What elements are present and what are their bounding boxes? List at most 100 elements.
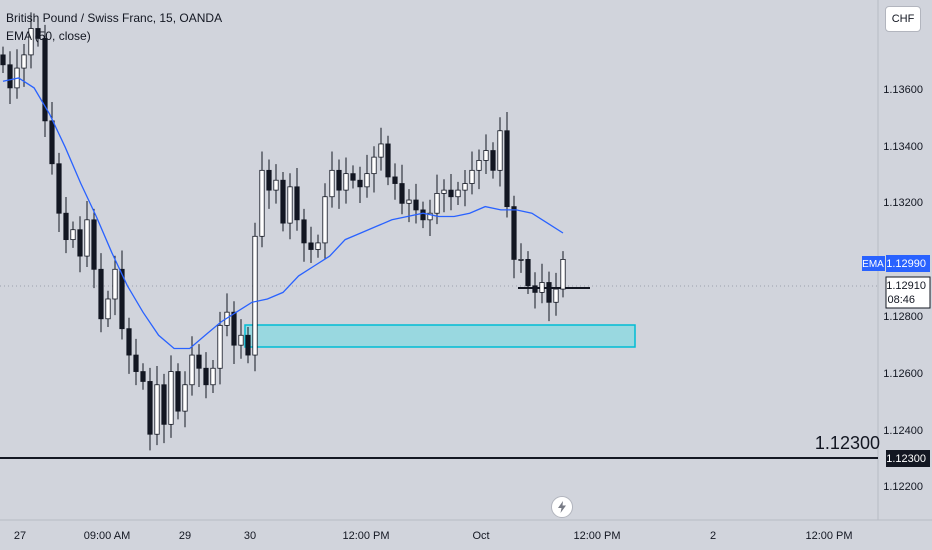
candle-body [231,311,237,346]
candle-body [511,206,517,260]
candle-body [56,163,62,214]
countdown-label: 08:46 [887,294,915,306]
level-price-label-bg [886,450,930,467]
current-price-label: 1.12910 [886,280,926,292]
candle-body [483,150,489,161]
candle-body [336,169,342,191]
x-tick-label: 12:00 PM [342,530,389,542]
indicator-title[interactable]: EMA (50, close) [6,29,91,43]
y-tick-label: 1.13600 [883,84,923,96]
candle-body [301,219,307,244]
ema-line [2,77,564,350]
lightning-icon[interactable] [551,496,573,518]
candle-body [189,354,195,386]
candle-body [441,189,447,194]
candle-body [7,64,13,89]
y-tick-label: 1.12800 [883,311,923,323]
support-level-label: 1.12300 [815,433,880,453]
candle-body [217,324,223,369]
candle-body [413,199,419,211]
x-tick-label: 12:00 PM [573,530,620,542]
candle-body [420,209,426,221]
x-tick-label: 30 [244,530,256,542]
candle-body [399,183,405,204]
candle-body [560,259,566,290]
y-tick-label: 1.12400 [883,425,923,437]
demand-zone[interactable] [244,324,636,348]
level-price-label: 1.12300 [886,453,926,465]
candle-body [497,130,503,171]
candle-body [322,196,328,244]
candle-body [518,259,524,261]
candle-body [350,173,356,181]
candle-body [91,219,97,270]
candle-body [539,282,545,293]
ema-tag-bg [862,256,885,271]
candle-body [315,242,321,250]
candle-body [147,381,153,435]
candle-body [119,268,125,330]
candle-body [448,189,454,198]
candle-body [378,143,384,158]
candle-body [329,169,335,198]
candle-body [70,229,76,241]
y-axis-ticks: 1.13600 1.13400 1.13200 1.12800 1.12600 … [883,84,923,493]
candle-body [546,282,552,303]
candle-body [84,219,90,257]
x-tick-label: 27 [14,530,26,542]
candle-body [182,384,188,412]
candle-body [42,37,48,122]
x-axis-ticks: 27 09:00 AM 29 30 12:00 PM Oct 12:00 PM … [14,530,853,542]
candle-body [455,189,461,198]
candle-body [476,160,482,171]
candle-body [154,384,160,435]
x-tick-label: 09:00 AM [84,530,130,542]
candle-body [392,176,398,184]
candles-layer [0,12,566,451]
candle-body [266,169,272,191]
symbol-title[interactable]: British Pound / Swiss Franc, 15, OANDA [6,11,223,25]
candle-body [469,169,475,184]
candle-body [28,28,34,56]
candle-body [280,179,286,224]
candle-body [490,150,496,171]
ema-price-label: 1.12990 [886,258,926,270]
candle-body [21,54,27,69]
candle-body [63,212,69,241]
candle-body [462,183,468,191]
candle-body [210,367,216,386]
candle-body [168,371,174,425]
x-tick-label: 29 [179,530,191,542]
candle-body [35,28,41,39]
candle-body [196,354,202,369]
candle-body [308,242,314,250]
candle-body [364,173,370,188]
x-tick-label: 2 [710,530,716,542]
candle-body [294,186,300,221]
candle-body [259,169,265,237]
candle-body [175,371,181,412]
candle-body [287,186,293,224]
candle-body [273,179,279,191]
candle-body [343,173,349,191]
candle-body [245,334,251,356]
candle-body [112,268,118,300]
x-tick-label: 12:00 PM [805,530,852,542]
candle-body [126,328,132,356]
candle-body [49,120,55,165]
candle-body [133,354,139,372]
currency-button[interactable]: CHF [885,6,921,32]
candle-body [371,156,377,175]
candle-body [140,371,146,382]
y-tick-label: 1.13400 [883,141,923,153]
candle-body [161,384,167,425]
candle-body [532,285,538,293]
candle-body [77,229,83,257]
y-tick-label: 1.13200 [883,197,923,209]
candle-body [406,199,412,204]
candle-body [525,259,531,287]
ema-price-label-bg [886,255,930,272]
candle-body [553,288,559,303]
